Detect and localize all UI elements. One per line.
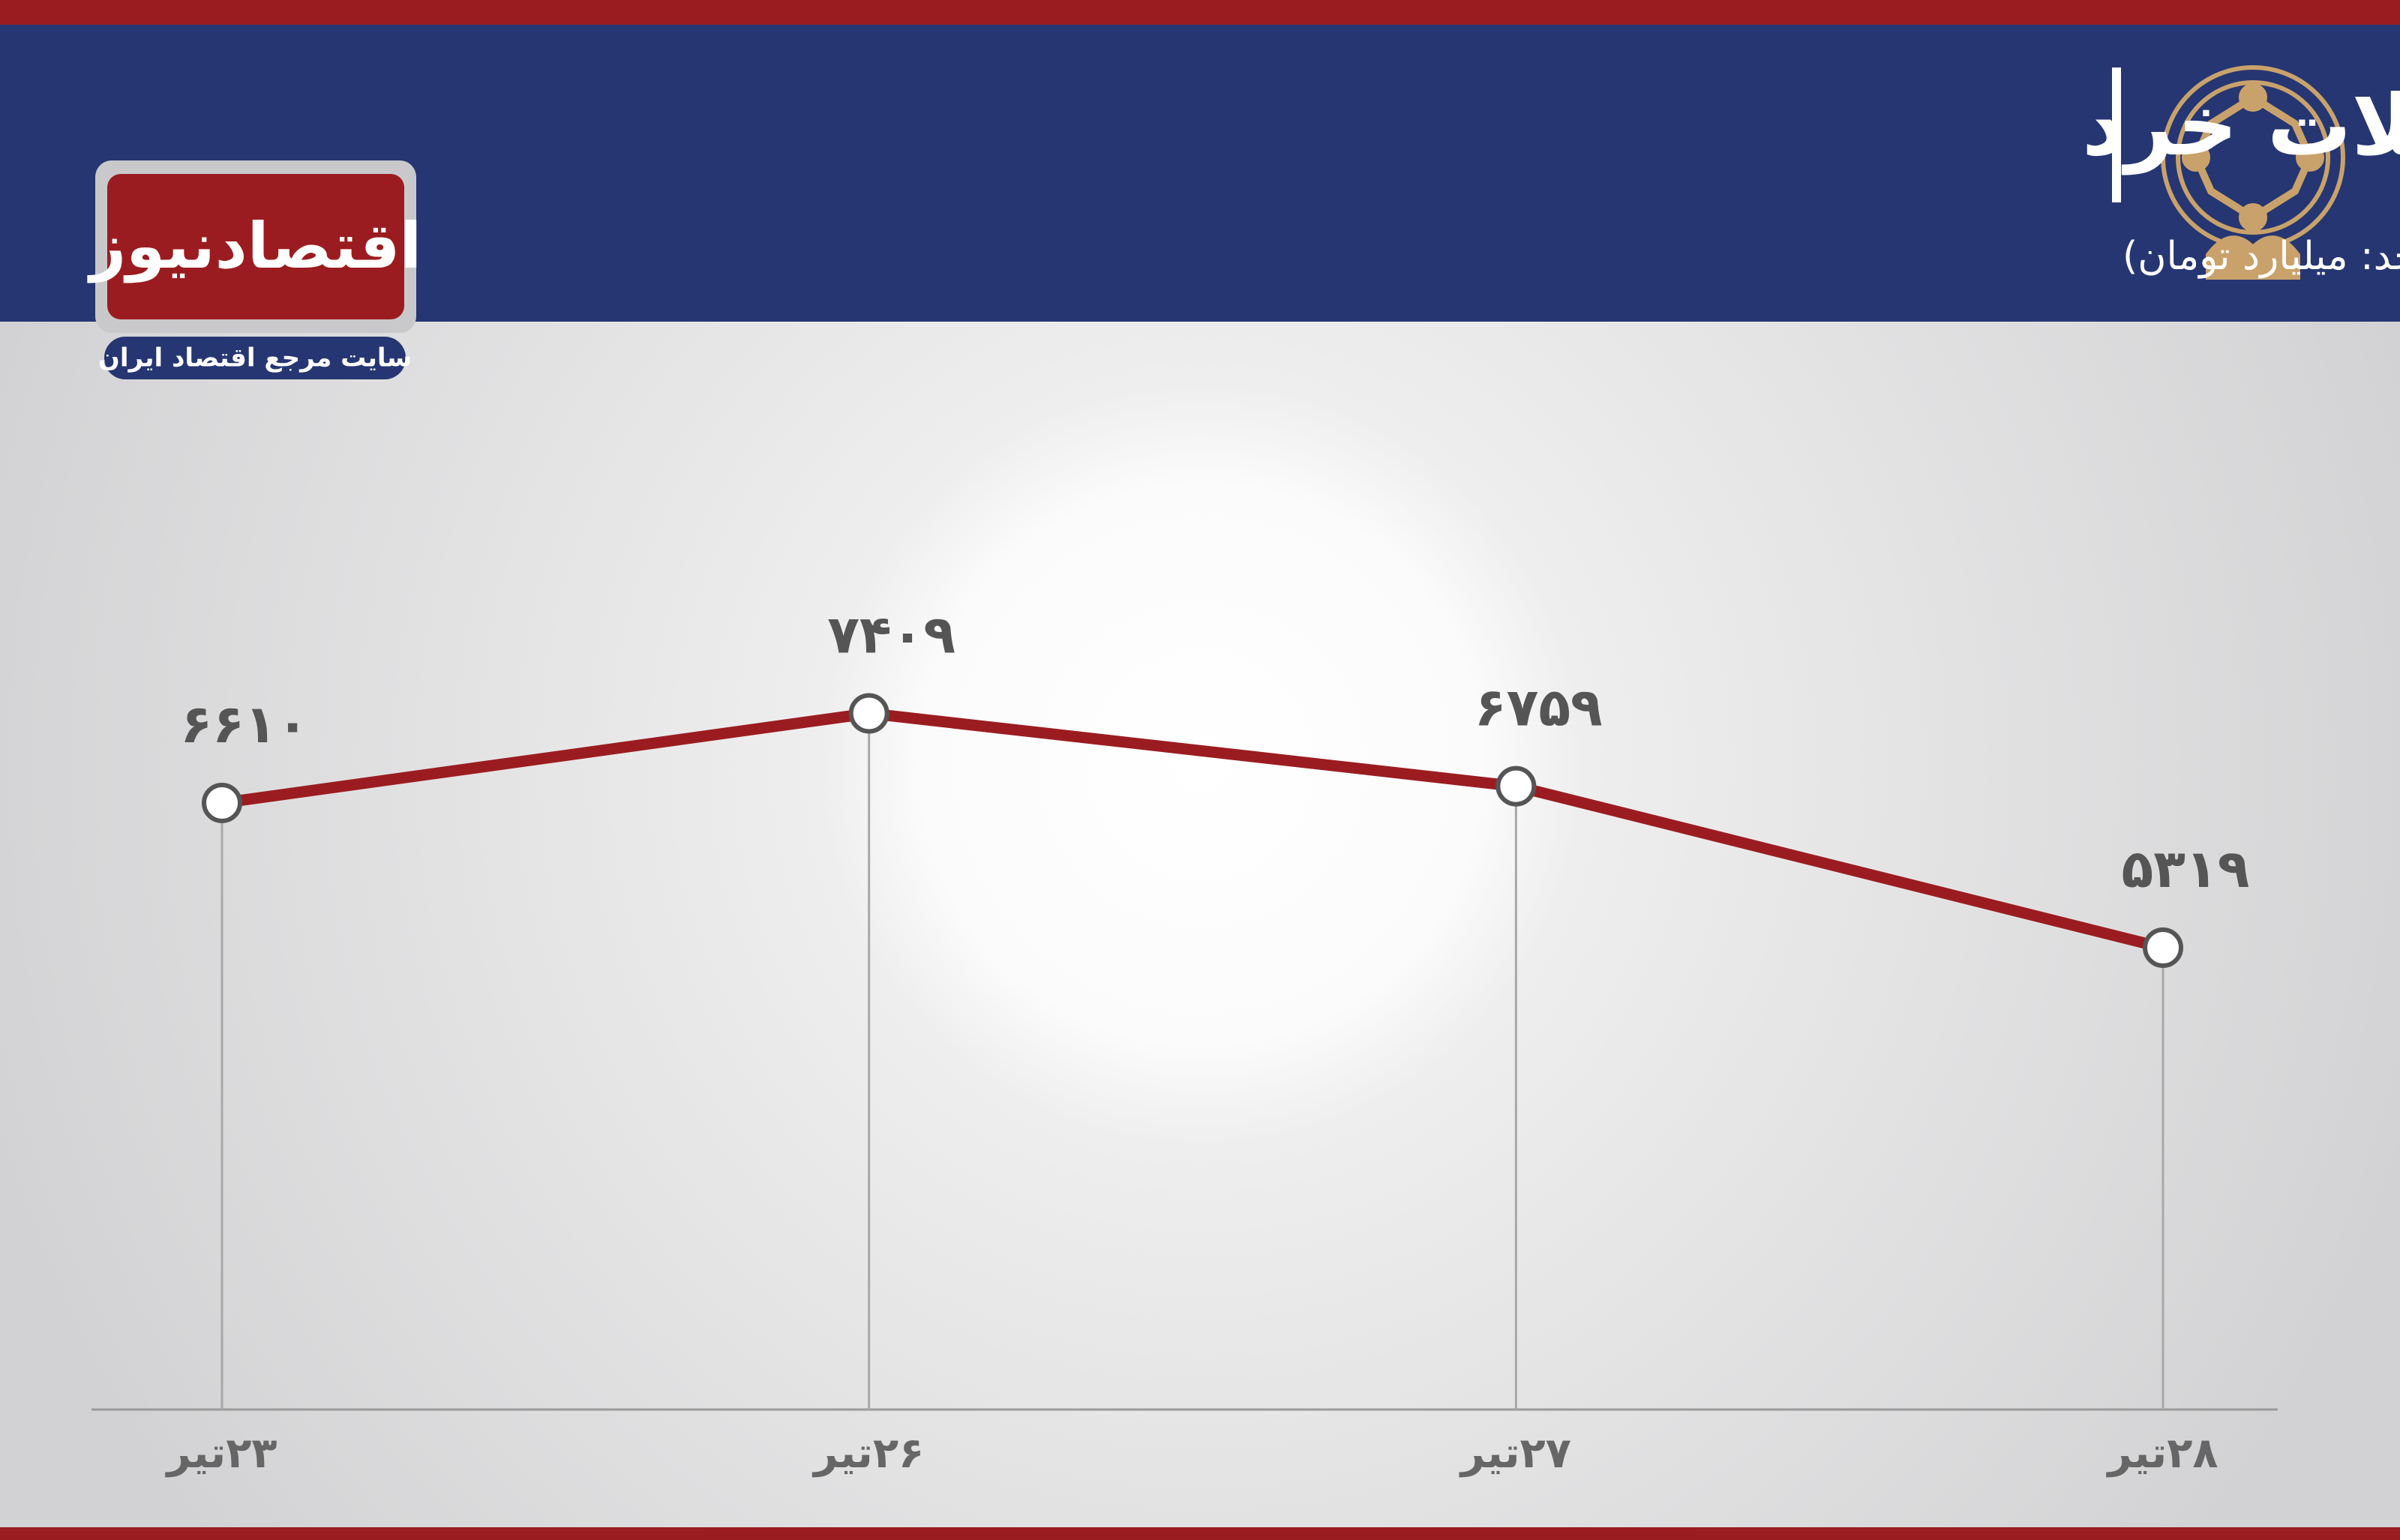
value-label: ۷۴۰۹ <box>827 604 956 666</box>
title-divider <box>2112 67 2121 202</box>
logo-box <box>107 174 404 319</box>
chart-subtitle: (واحد: میلیارد تومان) <box>2122 234 2400 279</box>
bottom-stripe <box>0 1527 2400 1540</box>
data-point <box>2143 927 2183 969</box>
data-point <box>202 782 242 823</box>
data-line <box>220 707 2164 954</box>
data-point <box>1496 766 1537 807</box>
value-label: ۵۳۱۹ <box>2122 838 2250 900</box>
value-label: ۶۷۵۹ <box>1474 677 1603 739</box>
emblem <box>2161 65 2345 280</box>
x-tick-label: ۲۷تیر <box>1459 1429 1571 1478</box>
logo-tagline-pill <box>104 337 406 379</box>
x-tick-label: ۲۳تیر <box>164 1429 277 1478</box>
top-stripe <box>0 0 2400 25</box>
x-tick-label: ۲۶تیر <box>812 1429 924 1478</box>
x-tick-label: ۲۸تیر <box>2105 1429 2218 1478</box>
data-point <box>848 693 890 734</box>
value-label: ۶۶۱۰ <box>181 694 309 755</box>
chart-title: روند هفته ارزش معاملات خرد <box>2082 77 2400 175</box>
logo-name: اقتصادنیوز <box>87 209 422 283</box>
logo-tagline: سایت مرجع اقتصاد ایران <box>98 343 412 373</box>
